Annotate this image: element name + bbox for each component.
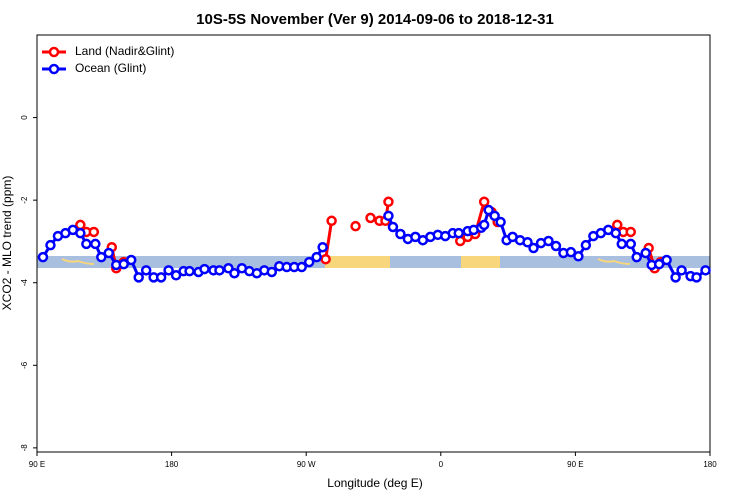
- series-point: [661, 254, 672, 266]
- y-tick-label: 0: [20, 115, 29, 120]
- series-point: [550, 240, 562, 252]
- series-point: [495, 216, 506, 228]
- series-point: [90, 238, 101, 250]
- x-tick-label: 180: [703, 460, 717, 469]
- series-point: [296, 261, 307, 273]
- x-tick-label: 180: [165, 460, 179, 469]
- series-point: [81, 238, 92, 250]
- series-point: [489, 210, 500, 222]
- series-point: [365, 212, 376, 224]
- series-point: [350, 220, 361, 232]
- series-point: [522, 237, 533, 248]
- series-point: [640, 247, 651, 259]
- legend-label: Ocean (Glint): [75, 61, 146, 75]
- x-tick-label: 90 E: [567, 460, 583, 469]
- series-point: [303, 256, 315, 268]
- plot-frame: [36, 34, 711, 453]
- legend-marker: [48, 63, 60, 75]
- series-point: [631, 251, 642, 263]
- series-point: [483, 204, 494, 216]
- x-axis-label: Longitude (deg E): [327, 476, 422, 490]
- series-point: [320, 253, 331, 265]
- series-point: [317, 241, 328, 253]
- x-tick-label: 90 W: [297, 460, 316, 469]
- series-point: [478, 219, 490, 231]
- series-point: [103, 247, 115, 259]
- series-point: [125, 254, 137, 266]
- series-point: [383, 196, 394, 208]
- series-point: [155, 272, 167, 283]
- series-point: [45, 239, 56, 251]
- series-point: [163, 265, 174, 276]
- y-tick-label: -2: [20, 196, 29, 204]
- series-point: [37, 251, 49, 263]
- series-point: [565, 246, 577, 258]
- island-strip: [597, 258, 631, 265]
- series-point: [133, 272, 144, 283]
- series-point: [199, 263, 210, 275]
- series-point: [478, 196, 490, 208]
- series-point: [88, 226, 100, 238]
- series-point: [383, 210, 394, 222]
- series-point: [670, 272, 681, 283]
- legend-label: Land (Nadir&Glint): [75, 44, 174, 58]
- y-tick-label: -4: [20, 279, 29, 287]
- series-point: [700, 265, 711, 276]
- land-strip: [461, 256, 500, 268]
- series-point: [625, 238, 636, 250]
- island-strip: [61, 258, 95, 265]
- series-point: [214, 265, 225, 276]
- series-point: [387, 221, 399, 233]
- series-point: [118, 258, 129, 270]
- land-strip: [325, 256, 390, 268]
- series-point: [543, 235, 554, 247]
- series-point: [395, 228, 406, 240]
- series-point: [75, 227, 86, 239]
- series-point: [170, 270, 182, 281]
- series-point: [326, 215, 337, 227]
- x-tick-label: 0: [439, 460, 444, 469]
- x-tick-label: 90 E: [29, 460, 45, 469]
- series-point: [184, 265, 195, 277]
- series-point: [612, 219, 623, 231]
- series-point: [96, 251, 107, 263]
- series-point: [573, 251, 584, 262]
- y-tick-label: -6: [20, 361, 29, 369]
- chart-title: 10S-5S November (Ver 9) 2014-09-06 to 20…: [196, 11, 554, 28]
- series-point: [229, 267, 240, 279]
- series-point: [616, 238, 628, 250]
- series-point: [528, 242, 539, 254]
- series-point: [676, 265, 687, 276]
- series-point: [453, 227, 464, 239]
- y-tick-label: -8: [20, 444, 29, 452]
- series-point: [653, 258, 665, 270]
- legend-marker: [48, 46, 60, 58]
- series-point: [580, 239, 592, 251]
- series-point: [610, 227, 622, 239]
- series-point: [266, 266, 278, 278]
- series-point: [691, 272, 702, 283]
- series-point: [311, 251, 322, 263]
- y-axis-label: XCO2 - MLO trend (ppm): [0, 176, 14, 311]
- series-point: [140, 265, 152, 276]
- series-point: [625, 226, 636, 238]
